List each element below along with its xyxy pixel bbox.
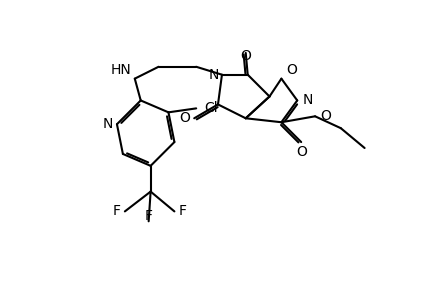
Text: N: N xyxy=(209,68,219,82)
Text: F: F xyxy=(178,205,186,218)
Text: F: F xyxy=(145,209,153,223)
Text: O: O xyxy=(286,63,297,77)
Text: N: N xyxy=(102,117,113,131)
Text: Cl: Cl xyxy=(204,101,218,115)
Text: O: O xyxy=(296,145,307,159)
Text: O: O xyxy=(320,109,331,123)
Text: HN: HN xyxy=(111,63,132,77)
Text: O: O xyxy=(240,49,251,63)
Text: O: O xyxy=(179,111,190,125)
Text: N: N xyxy=(302,94,312,107)
Text: F: F xyxy=(113,205,121,218)
